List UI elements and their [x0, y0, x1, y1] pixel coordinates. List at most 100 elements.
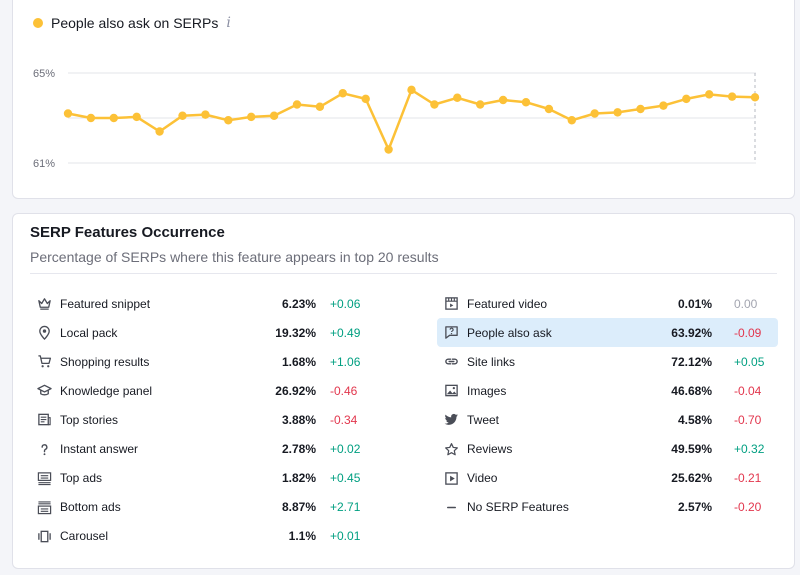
feature-row[interactable]: Reviews 49.59% +0.32 [437, 434, 778, 463]
feature-row[interactable]: Local pack 19.32% +0.49 [30, 318, 382, 347]
data-point [727, 92, 737, 101]
feature-row[interactable]: Tweet 4.58% -0.70 [437, 405, 778, 434]
line-chart[interactable]: 65% 61% [13, 0, 796, 200]
data-point [476, 100, 485, 109]
feature-value: 2.57% [677, 500, 712, 515]
feature-value: 1.82% [281, 471, 316, 486]
carousel-icon [36, 528, 52, 544]
card-title: SERP Features Occurrence [30, 224, 225, 241]
feature-delta: -0.09 [734, 325, 762, 340]
feature-row[interactable]: Top stories 3.88% -0.34 [30, 405, 382, 434]
feature-value: 6.23% [281, 296, 316, 311]
feature-row[interactable]: People also ask 63.92% -0.09 [437, 318, 778, 348]
feature-row[interactable]: Top ads 1.82% +0.45 [30, 464, 382, 493]
data-point [544, 104, 554, 114]
feature-row[interactable]: Video 25.62% -0.21 [437, 464, 778, 493]
shopping-cart-icon [36, 354, 52, 370]
data-point [636, 104, 645, 114]
data-point [613, 108, 622, 117]
feature-row[interactable]: Carousel 1.1% +0.01 [30, 522, 382, 551]
feature-label: Tweet [467, 412, 500, 427]
ad-top-icon [36, 470, 52, 486]
feature-label: People also ask [467, 325, 552, 340]
feature-row[interactable]: Shopping results 1.68% +1.06 [30, 347, 382, 376]
feature-label: Knowledge panel [60, 383, 153, 398]
feature-delta: +0.02 [330, 442, 361, 457]
data-point [750, 93, 760, 102]
feature-row[interactable]: No SERP Features 2.57% -0.20 [437, 493, 778, 522]
divider [30, 273, 777, 274]
legend-label: People also ask on SERPs [51, 15, 219, 31]
data-point [86, 113, 96, 123]
feature-label: Shopping results [60, 354, 150, 369]
feature-delta: -0.21 [734, 471, 762, 486]
feature-delta: -0.46 [330, 383, 358, 398]
feature-value: 19.32% [275, 325, 316, 340]
feature-label: Featured video [467, 296, 548, 311]
map-pin-icon [36, 325, 52, 341]
data-point [63, 109, 73, 118]
info-icon[interactable]: i [226, 15, 231, 31]
data-point [407, 85, 416, 95]
card-subtitle: Percentage of SERPs where this feature a… [30, 249, 439, 265]
data-point [453, 93, 462, 102]
features-list-left: Featured snippet 6.23% +0.06 Local pack 19.3… [30, 289, 382, 551]
data-point [498, 95, 508, 105]
data-point [384, 145, 393, 154]
feature-delta: +0.45 [330, 471, 361, 486]
graduation-cap-icon [36, 383, 52, 399]
feature-value: 1.1% [288, 529, 316, 544]
feature-delta: -0.04 [734, 383, 762, 398]
data-point [201, 110, 210, 119]
feature-value: 2.78% [281, 442, 316, 457]
feature-row[interactable]: Images 46.68% -0.04 [437, 376, 778, 405]
legend-dot [33, 18, 43, 28]
newspaper-icon [36, 412, 52, 428]
feature-delta: +0.05 [734, 354, 765, 369]
feature-label: Images [467, 383, 507, 398]
feature-label: Reviews [467, 442, 513, 457]
star-icon [443, 441, 459, 457]
feature-label: Video [467, 471, 498, 486]
feature-value: 3.88% [281, 412, 316, 427]
crown-icon [36, 296, 52, 312]
feature-row[interactable]: Featured snippet 6.23% +0.06 [30, 289, 382, 318]
feature-label: Top ads [60, 471, 103, 486]
feature-value: 46.68% [671, 383, 712, 398]
feature-value: 63.92% [671, 325, 712, 340]
feature-delta: +0.06 [330, 296, 361, 311]
feature-delta: +0.01 [330, 529, 361, 544]
data-point [109, 113, 119, 123]
twitter-bird-icon [443, 412, 459, 428]
feature-delta: +2.71 [330, 500, 361, 515]
data-point [315, 102, 325, 111]
feature-value: 0.01% [677, 296, 712, 311]
feature-delta: +0.49 [330, 325, 361, 340]
data-point [430, 100, 439, 109]
feature-label: Bottom ads [60, 500, 121, 515]
question-mark-icon [36, 441, 52, 457]
feature-label: Featured snippet [60, 296, 151, 311]
feature-row[interactable]: Bottom ads 8.87% +2.71 [30, 493, 382, 522]
feature-delta: -0.34 [330, 412, 358, 427]
data-point [292, 100, 302, 109]
feature-row[interactable]: Instant answer 2.78% +0.02 [30, 434, 382, 463]
data-point [521, 98, 531, 107]
feature-value: 72.12% [671, 354, 712, 369]
data-point [659, 101, 668, 110]
feature-row[interactable]: Site links 72.12% +0.05 [437, 347, 778, 376]
feature-delta: 0.00 [734, 296, 758, 311]
chart-legend[interactable]: People also ask on SERPs i [33, 15, 231, 31]
data-point [224, 116, 233, 125]
feature-label: Carousel [60, 529, 109, 544]
feature-value: 26.92% [275, 383, 316, 398]
serp-features-card: SERP Features Occurrence Percentage of S… [12, 213, 795, 569]
feature-label: Top stories [60, 412, 119, 427]
feature-row[interactable]: Knowledge panel 26.92% -0.46 [30, 376, 382, 405]
feature-row[interactable]: Featured video 0.01% 0.00 [437, 289, 778, 318]
play-icon [443, 470, 459, 486]
data-point [338, 89, 347, 98]
feature-label: No SERP Features [467, 500, 569, 515]
video-frame-icon [443, 296, 459, 312]
link-icon [443, 354, 459, 370]
